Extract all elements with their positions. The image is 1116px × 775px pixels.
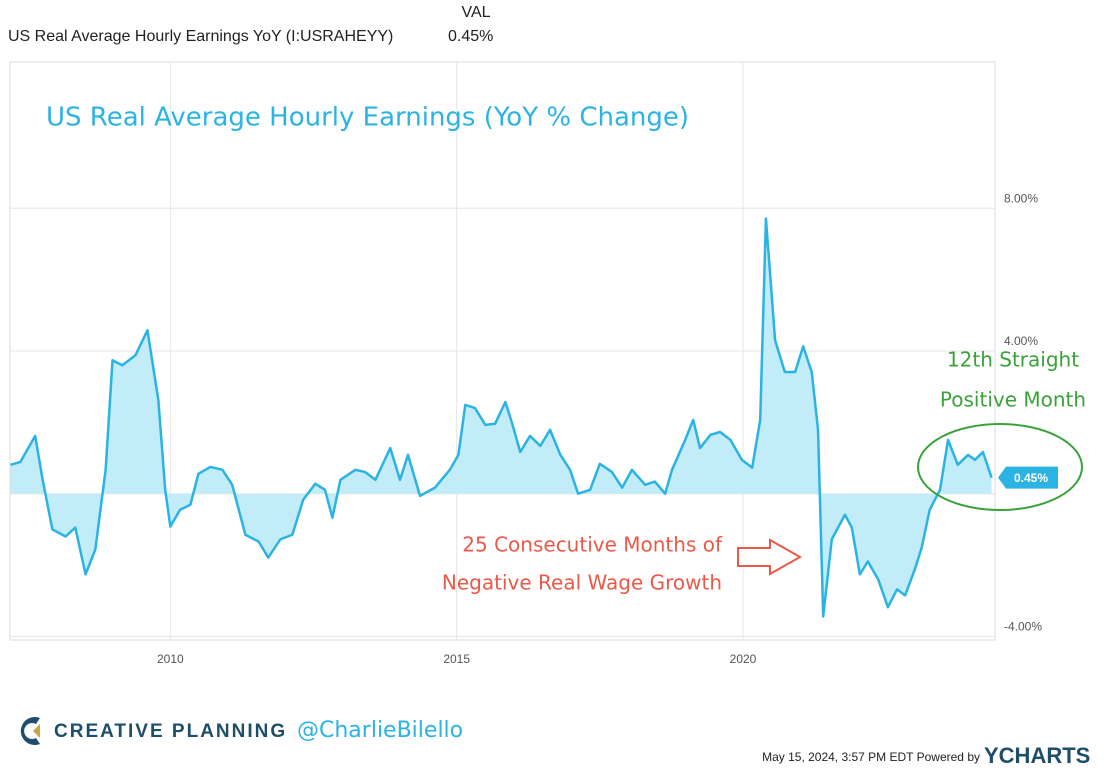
header-series-name: US Real Average Hourly Earnings YoY (I:U… xyxy=(8,28,393,45)
annotation: 25 Consecutive Months of xyxy=(462,533,723,557)
last-value-label: 0.45% xyxy=(1014,471,1048,485)
x-tick-label: 2020 xyxy=(730,652,757,666)
timestamp: May 15, 2024, 3:57 PM EDT Powered by xyxy=(762,750,980,764)
y-tick-label: 8.00% xyxy=(1004,191,1038,205)
brand: CREATIVE PLANNING xyxy=(54,721,287,742)
line xyxy=(10,217,993,618)
logo-icon xyxy=(20,717,40,746)
highlight-ellipse xyxy=(917,423,1083,511)
arrow xyxy=(737,538,803,576)
annotation: 12th Straight xyxy=(947,348,1079,372)
header-value: 0.45% xyxy=(448,28,493,45)
annotation: Negative Real Wage Growth xyxy=(442,571,722,595)
annotation: Positive Month xyxy=(940,388,1086,412)
y-tick-label: 4.00% xyxy=(1004,334,1038,348)
x-tick-label: 2015 xyxy=(443,652,470,666)
area-fill xyxy=(10,218,992,617)
provider: YCHARTS xyxy=(984,743,1090,768)
header-column: VAL xyxy=(461,4,490,21)
x-tick-label: 2010 xyxy=(157,652,184,666)
last-value-flag xyxy=(998,466,1058,489)
chart-title: US Real Average Hourly Earnings (YoY % C… xyxy=(46,103,689,133)
logo-accent xyxy=(33,724,40,738)
handle: @CharlieBilello xyxy=(297,718,463,743)
y-tick-label: -4.00% xyxy=(1004,620,1042,634)
logo xyxy=(20,717,40,746)
